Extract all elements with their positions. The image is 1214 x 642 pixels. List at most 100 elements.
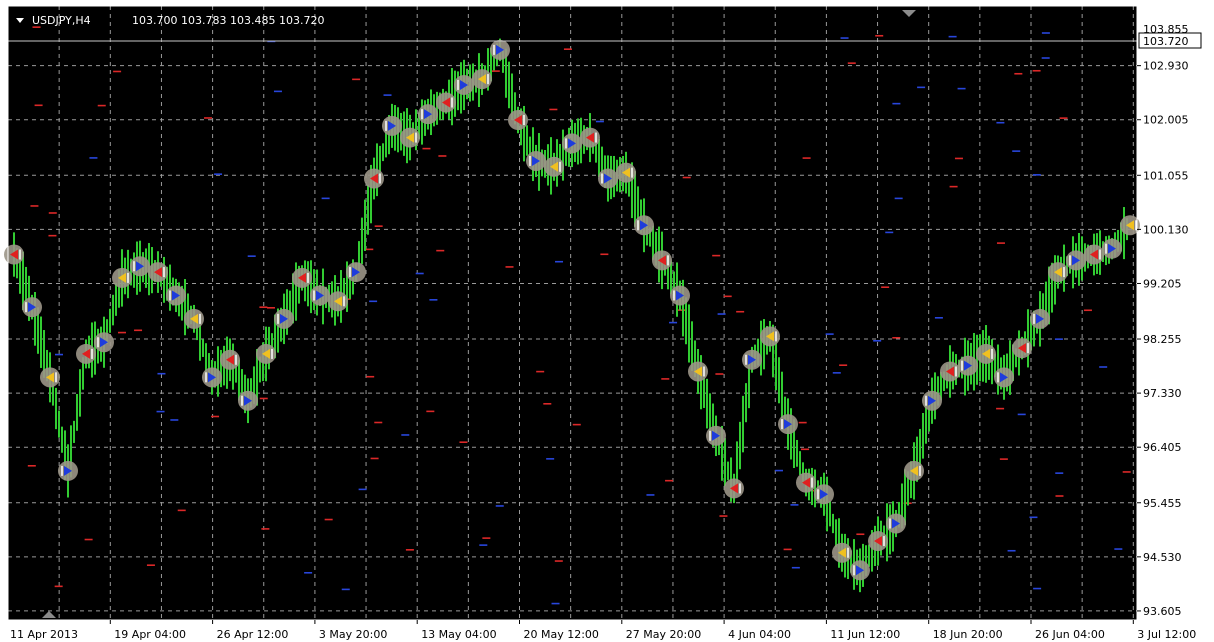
marker-arrow	[280, 313, 288, 324]
marker-arrow	[1000, 372, 1008, 383]
marker-arrow	[550, 161, 558, 172]
time-tick-label: 4 Jun 04:00	[728, 628, 791, 641]
signal-marker	[562, 133, 582, 154]
signal-marker	[904, 460, 924, 481]
price-tick-label: 99.205	[1143, 277, 1182, 290]
signal-marker	[4, 244, 24, 265]
marker-arrow	[352, 267, 360, 278]
signal-marker	[310, 285, 330, 306]
marker-arrow	[766, 331, 774, 342]
chart-background	[8, 6, 1137, 620]
signal-marker	[166, 285, 186, 306]
chart-frame-border	[7, 5, 1138, 621]
marker-arrow	[910, 465, 918, 476]
marker-arrow	[712, 430, 720, 441]
signal-marker	[490, 39, 510, 60]
marker-arrow	[982, 348, 990, 359]
marker-arrow	[118, 272, 126, 283]
marker-arrow	[586, 132, 594, 143]
marker-arrow	[514, 115, 522, 126]
marker-arrow	[838, 547, 846, 558]
signal-marker	[652, 250, 672, 271]
marker-arrow	[892, 518, 900, 529]
marker-arrow	[946, 366, 954, 377]
signal-marker	[382, 115, 402, 136]
time-tick-label: 20 May 12:00	[524, 628, 599, 641]
time-tick-label: 27 May 20:00	[626, 628, 701, 641]
signal-marker	[958, 355, 978, 376]
marker-arrow	[46, 372, 54, 383]
marker-arrow	[964, 360, 972, 371]
price-tick-label: 94.530	[1143, 551, 1182, 564]
marker-arrow	[658, 255, 666, 266]
marker-arrow	[424, 109, 432, 120]
signal-marker	[760, 326, 780, 347]
chart-header[interactable]: USDJPY,H4 103.700 103.783 103.485 103.72…	[16, 14, 324, 27]
signal-marker	[94, 332, 114, 353]
ohlc-label: 103.700 103.783 103.485 103.720	[132, 14, 324, 27]
price-tick-label: 96.405	[1143, 441, 1182, 454]
time-tick-label: 11 Apr 2013	[10, 628, 78, 641]
marker-arrow	[802, 477, 810, 488]
signal-marker	[598, 168, 618, 189]
signal-marker	[220, 349, 240, 370]
marker-arrow	[334, 296, 342, 307]
marker-arrow	[604, 173, 612, 184]
marker-arrow	[622, 167, 630, 178]
marker-arrow	[388, 120, 396, 131]
time-tick-label: 19 Apr 04:00	[114, 628, 186, 641]
signal-marker	[148, 262, 168, 283]
price-tick-label: 100.130	[1143, 223, 1189, 236]
time-tick-label: 18 Jun 20:00	[933, 628, 1003, 641]
current-price-box	[1138, 32, 1202, 49]
marker-arrow	[640, 220, 648, 231]
marker-arrow	[1018, 343, 1026, 354]
signal-marker	[436, 92, 456, 113]
price-tick-label: 93.605	[1143, 605, 1182, 618]
marker-arrow	[244, 395, 252, 406]
symbol-label: USDJPY,H4	[32, 14, 91, 27]
signal-marker	[328, 291, 348, 312]
signal-marker	[76, 343, 96, 364]
time-tick-label: 26 Apr 12:00	[217, 628, 289, 641]
marker-arrow	[64, 465, 72, 476]
signal-marker	[688, 361, 708, 382]
marker-arrow	[406, 132, 414, 143]
signal-marker	[508, 110, 528, 131]
marker-arrow	[568, 138, 576, 149]
signal-markers	[4, 39, 1140, 581]
marker-arrow	[532, 155, 540, 166]
price-tick-label: 98.255	[1143, 333, 1182, 346]
marker-arrow	[82, 348, 90, 359]
signal-marker	[526, 150, 546, 171]
signal-marker	[868, 531, 888, 552]
signal-marker	[580, 127, 600, 148]
marker-arrow	[928, 395, 936, 406]
price-axis: 103.855102.930102.005101.055100.13099.20…	[1137, 23, 1189, 618]
marker-arrow	[10, 249, 18, 260]
signal-marker	[40, 367, 60, 388]
marker-arrow	[874, 536, 882, 547]
grid-lines	[8, 6, 1137, 620]
marker-arrow	[676, 290, 684, 301]
marker-arrow	[1108, 243, 1116, 254]
signal-marker	[850, 560, 870, 581]
chevron-down-icon[interactable]	[16, 18, 24, 23]
indicator-dashes	[27, 26, 1131, 605]
signal-marker	[292, 267, 312, 288]
marker-arrow	[748, 354, 756, 365]
marker-arrow	[1054, 267, 1062, 278]
signal-marker	[976, 343, 996, 364]
marker-arrow	[1036, 313, 1044, 324]
signal-marker	[274, 308, 294, 329]
period-separator-marker	[902, 10, 916, 17]
marker-arrow	[316, 290, 324, 301]
signal-marker	[796, 472, 816, 493]
marker-arrow	[784, 419, 792, 430]
signal-marker	[400, 127, 420, 148]
signal-marker	[832, 542, 852, 563]
price-tick-label: 102.005	[1143, 114, 1189, 127]
marker-arrow	[1126, 220, 1134, 231]
signal-marker	[256, 343, 276, 364]
